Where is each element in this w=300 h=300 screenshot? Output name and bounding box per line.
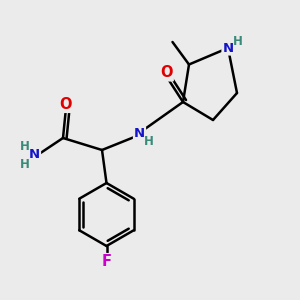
Text: N: N xyxy=(134,127,145,140)
Text: N: N xyxy=(222,41,234,55)
Text: O: O xyxy=(160,65,173,80)
Text: H: H xyxy=(20,158,29,171)
Text: H: H xyxy=(144,135,154,148)
Text: F: F xyxy=(101,254,112,269)
Text: H: H xyxy=(20,140,29,153)
Text: O: O xyxy=(60,97,72,112)
Text: H: H xyxy=(233,35,242,48)
Text: N: N xyxy=(29,148,40,161)
